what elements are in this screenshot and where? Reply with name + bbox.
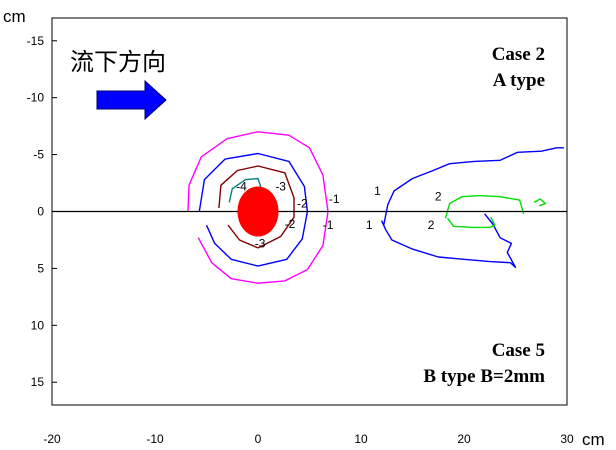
flow-direction-arrow-icon xyxy=(96,79,167,121)
x-tick-label: -20 xyxy=(43,432,61,446)
contour-value-label: 2 xyxy=(428,218,435,232)
contour-line-level-1 xyxy=(380,213,517,268)
case-top-line-1: Case 2 xyxy=(492,44,545,65)
flow-direction-label: 流下方向 xyxy=(70,48,166,76)
x-tick-label: 10 xyxy=(354,432,368,446)
contour-value-label: -2 xyxy=(297,197,308,211)
y-tick-label: 15 xyxy=(31,375,45,389)
contour-line-level-neg3 xyxy=(218,165,295,249)
contour-value-label: 1 xyxy=(374,184,381,198)
contour-value-label: -3 xyxy=(255,236,266,250)
y-tick-label: 10 xyxy=(31,318,45,332)
case-top-line-2: A type xyxy=(493,70,545,91)
y-tick-label: 5 xyxy=(37,261,44,275)
contour-value-label: 2 xyxy=(435,190,442,204)
red-object-marker xyxy=(237,186,279,237)
contour-value-label: 1 xyxy=(366,218,373,232)
contour-line-level-2 xyxy=(444,194,525,219)
x-tick-label: -10 xyxy=(146,432,164,446)
contour-line-level-2 xyxy=(533,198,547,207)
contour-value-label: -4 xyxy=(236,179,247,193)
y-tick-label: 0 xyxy=(37,205,44,219)
y-tick-label: -10 xyxy=(27,91,45,105)
y-axis-ticks: -15 -10 -5 0 5 10 15 xyxy=(27,34,57,389)
x-tick-label: 0 xyxy=(255,432,262,446)
contour-value-label: -2 xyxy=(285,217,296,231)
y-tick-label: -5 xyxy=(33,148,44,162)
contour-value-label: -1 xyxy=(329,192,340,206)
x-axis-ticks: -20 -10 0 10 20 30 xyxy=(43,432,574,446)
contour-lines xyxy=(52,131,567,284)
y-axis-unit: cm xyxy=(3,7,26,26)
case-bottom-line-1: Case 5 xyxy=(492,340,545,361)
contour-value-label: -3 xyxy=(275,179,286,193)
contour-line-level-neg1 xyxy=(187,131,329,284)
x-axis-unit: cm xyxy=(582,430,605,449)
y-tick-label: -15 xyxy=(27,34,45,48)
case-bottom-line-2: B type B=2mm xyxy=(423,366,545,387)
contour-line-level-2 xyxy=(446,216,496,229)
contour-value-label: -1 xyxy=(323,218,334,232)
contour-line-level-1 xyxy=(383,147,564,226)
x-tick-label: 20 xyxy=(457,432,471,446)
x-tick-label: 30 xyxy=(560,432,574,446)
contour-labels: -4 -3 -2 -1 -2 -1 -3 1 1 22 xyxy=(236,179,442,250)
